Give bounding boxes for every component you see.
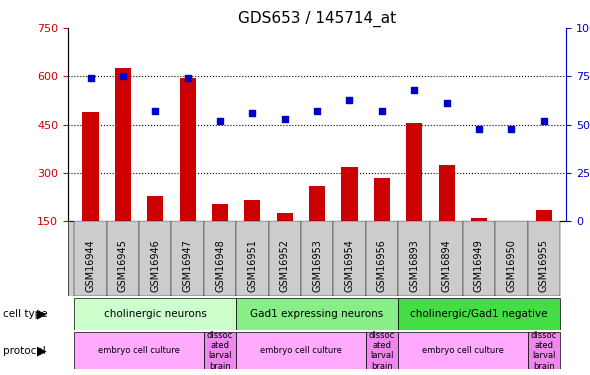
Bar (374, 178, 390, 270)
Bar (236, 298, 398, 330)
Bar (527, 221, 560, 296)
Bar (366, 221, 398, 296)
Bar (342, 166, 358, 270)
Text: cell type: cell type (3, 309, 48, 319)
Bar (406, 123, 422, 270)
Point (409, 87, 419, 93)
Text: GSM16945: GSM16945 (118, 240, 128, 292)
Bar (398, 332, 527, 369)
Text: GSM16951: GSM16951 (247, 240, 257, 292)
Bar (204, 332, 236, 369)
Bar (471, 218, 487, 270)
Text: embryo cell culture: embryo cell culture (422, 346, 504, 355)
Bar (536, 210, 552, 270)
Point (248, 110, 257, 116)
Bar (309, 186, 325, 270)
Bar (74, 298, 236, 330)
Text: GSM16894: GSM16894 (442, 240, 451, 292)
Bar (179, 78, 196, 270)
Bar (527, 332, 560, 369)
Point (118, 74, 127, 80)
Title: GDS653 / 145714_at: GDS653 / 145714_at (238, 10, 396, 27)
Bar (277, 213, 293, 270)
Text: GSM16948: GSM16948 (215, 240, 225, 292)
Text: GSM16952: GSM16952 (280, 240, 290, 292)
Point (442, 100, 451, 106)
Bar (366, 332, 398, 369)
Point (539, 118, 549, 124)
Point (507, 126, 516, 132)
Point (183, 75, 192, 81)
Text: GSM16955: GSM16955 (539, 240, 549, 292)
Bar (503, 231, 519, 270)
Text: GSM16950: GSM16950 (506, 240, 516, 292)
Text: cholinergic/Gad1 negative: cholinergic/Gad1 negative (410, 309, 548, 319)
Point (312, 108, 322, 114)
Bar (398, 298, 560, 330)
Point (280, 116, 290, 122)
Bar (333, 221, 366, 296)
Bar (463, 221, 495, 296)
Text: GSM16956: GSM16956 (377, 240, 387, 292)
Point (377, 108, 386, 114)
Text: GSM16893: GSM16893 (409, 240, 419, 292)
Point (474, 126, 484, 132)
Bar (212, 204, 228, 270)
Text: GSM16953: GSM16953 (312, 240, 322, 292)
Text: GSM16946: GSM16946 (150, 240, 160, 292)
Text: dissoc
ated
larval
brain: dissoc ated larval brain (207, 330, 233, 371)
Text: protocol: protocol (3, 346, 45, 355)
Point (345, 97, 354, 103)
Bar (204, 221, 236, 296)
Point (150, 108, 160, 114)
Text: cholinergic neurons: cholinergic neurons (104, 309, 206, 319)
Text: ▶: ▶ (37, 308, 47, 321)
Text: GSM16954: GSM16954 (345, 240, 355, 292)
Bar (244, 200, 260, 270)
Bar (398, 221, 431, 296)
Bar (139, 221, 172, 296)
Bar (431, 221, 463, 296)
Bar (268, 221, 301, 296)
Text: embryo cell culture: embryo cell culture (98, 346, 180, 355)
Text: dissoc
ated
larval
brain: dissoc ated larval brain (369, 330, 395, 371)
Text: embryo cell culture: embryo cell culture (260, 346, 342, 355)
Text: GSM16944: GSM16944 (86, 240, 96, 292)
Point (215, 118, 225, 124)
Text: dissoc
ated
larval
brain: dissoc ated larval brain (530, 330, 557, 371)
Bar (74, 221, 107, 296)
Point (86, 75, 95, 81)
Bar (495, 221, 527, 296)
Bar (172, 221, 204, 296)
Bar (301, 221, 333, 296)
Bar (438, 165, 455, 270)
Text: GSM16949: GSM16949 (474, 240, 484, 292)
Bar (107, 221, 139, 296)
Bar (236, 332, 366, 369)
Bar (147, 195, 163, 270)
Bar (83, 112, 99, 270)
Text: Gad1 expressing neurons: Gad1 expressing neurons (251, 309, 384, 319)
Bar (115, 68, 131, 270)
Text: ▶: ▶ (37, 344, 47, 357)
Bar (74, 332, 204, 369)
Bar (236, 221, 268, 296)
Text: GSM16947: GSM16947 (183, 240, 192, 292)
